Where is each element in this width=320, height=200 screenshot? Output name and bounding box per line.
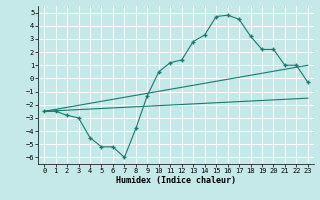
X-axis label: Humidex (Indice chaleur): Humidex (Indice chaleur) xyxy=(116,176,236,185)
